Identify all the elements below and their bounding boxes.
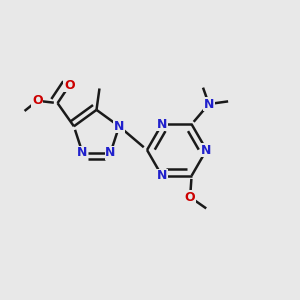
Text: N: N — [105, 146, 116, 159]
Text: N: N — [201, 143, 212, 157]
Text: N: N — [157, 169, 167, 182]
Text: N: N — [114, 120, 124, 133]
Text: N: N — [204, 98, 214, 110]
Text: O: O — [32, 94, 43, 107]
Text: N: N — [77, 146, 88, 159]
Text: N: N — [157, 118, 167, 131]
Text: O: O — [185, 190, 195, 204]
Text: O: O — [64, 79, 75, 92]
